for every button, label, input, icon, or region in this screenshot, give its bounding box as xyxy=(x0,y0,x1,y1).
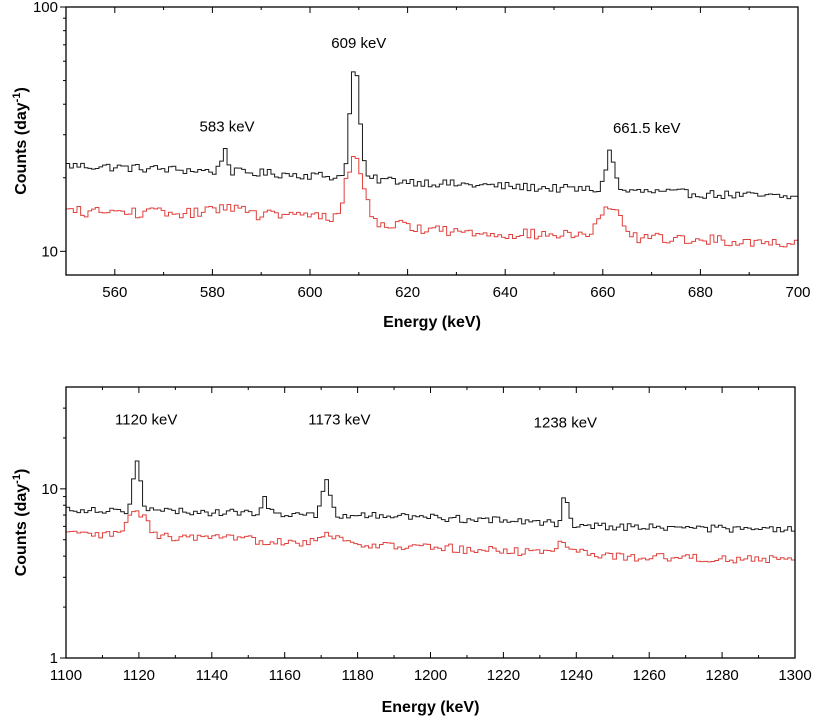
x-tick-label: 1260 xyxy=(633,667,666,684)
peak-annotation: 1238 keV xyxy=(534,415,597,432)
peak-annotation: 583 keV xyxy=(200,118,255,135)
y-axis-label-main: Counts (day xyxy=(13,102,30,195)
y-axis-label: Counts (day-1) xyxy=(11,469,30,577)
spectrum-series-0 xyxy=(66,71,798,201)
peak-annotation: 1173 keV xyxy=(308,412,370,429)
x-tick-label: 1280 xyxy=(705,667,738,684)
bottom-spectrum-panel: 1100 1120 1140 1160 1180 1200 1220 1240 1260 1280… xyxy=(11,386,812,716)
x-tick-label: 1160 xyxy=(269,667,301,684)
y-axis-label-main: Counts (day xyxy=(13,484,30,577)
x-tick-label: 1180 xyxy=(341,667,373,684)
peak-annotation: 1120 keV xyxy=(115,412,177,429)
x-tick-label: 680 xyxy=(688,284,713,301)
y-axis-label-sup: -1 xyxy=(11,93,23,103)
spectrum-series-1 xyxy=(66,155,798,248)
spectrum-series-1 xyxy=(66,510,795,564)
x-tick-label: 600 xyxy=(297,284,322,301)
x-axis-label: Energy (keV) xyxy=(382,699,480,716)
y-axis-label-close: ) xyxy=(13,87,30,92)
y-axis-label-sup: -1 xyxy=(11,474,23,484)
x-tick-label: 640 xyxy=(493,284,518,301)
x-tick-label: 1100 xyxy=(50,667,82,684)
x-tick-label: 1120 xyxy=(123,667,155,684)
plot-frame xyxy=(65,6,799,276)
x-axis-label: Energy (keV) xyxy=(383,314,481,331)
x-tick-label: 1140 xyxy=(196,667,228,684)
x-tick-label: 1200 xyxy=(414,667,447,684)
x-tick-label: 1240 xyxy=(560,667,593,684)
y-tick-label: 100 xyxy=(33,0,58,16)
spectrum-series-0 xyxy=(66,460,795,533)
peak-annotation: 661.5 keV xyxy=(613,120,681,137)
x-tick-label: 660 xyxy=(590,284,615,301)
top-spectrum-panel: 560 580 600 620 640 660 680 700 10 100 Energy (keV… xyxy=(11,0,811,331)
y-tick-label: 10 xyxy=(41,243,58,260)
y-tick-label: 10 xyxy=(41,481,58,498)
peak-annotation: 609 keV xyxy=(331,35,386,52)
x-tick-label: 620 xyxy=(395,284,420,301)
y-axis-label: Counts (day-1) xyxy=(11,87,30,195)
x-tick-label: 560 xyxy=(102,284,127,301)
x-tick-label: 580 xyxy=(200,284,225,301)
y-axis-label-close: ) xyxy=(13,469,30,474)
y-tick-label: 1 xyxy=(50,650,58,667)
x-tick-label: 1220 xyxy=(487,667,520,684)
x-tick-label: 700 xyxy=(785,284,810,301)
x-tick-label: 1300 xyxy=(778,667,811,684)
